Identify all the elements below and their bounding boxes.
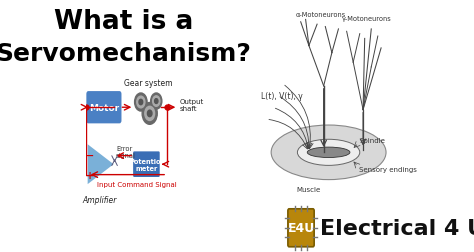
Circle shape (155, 99, 158, 104)
Text: Spindle: Spindle (360, 138, 386, 144)
Text: L(t), V(t), γ: L(t), V(t), γ (261, 91, 303, 101)
FancyBboxPatch shape (86, 92, 121, 124)
Circle shape (147, 111, 152, 117)
Circle shape (135, 93, 147, 112)
Text: Amplifier: Amplifier (82, 195, 117, 204)
Circle shape (153, 97, 160, 107)
Text: Sensory endings: Sensory endings (359, 166, 417, 172)
Text: Output
shaft: Output shaft (179, 99, 203, 112)
Text: γ-Motoneurons: γ-Motoneurons (341, 16, 391, 22)
Ellipse shape (307, 147, 350, 158)
Circle shape (139, 100, 143, 105)
Circle shape (137, 97, 145, 108)
Text: Potentio-
meter: Potentio- meter (129, 158, 164, 171)
Text: Muscle: Muscle (297, 187, 321, 193)
Circle shape (142, 103, 157, 125)
Text: Electrical 4 U: Electrical 4 U (320, 218, 474, 238)
Text: Servomechanism?: Servomechanism? (0, 42, 251, 66)
FancyBboxPatch shape (133, 152, 160, 177)
FancyBboxPatch shape (288, 209, 314, 247)
Text: Error
signal: Error signal (116, 146, 136, 159)
Polygon shape (88, 145, 114, 184)
Text: Gear system: Gear system (125, 79, 173, 88)
Ellipse shape (271, 125, 386, 180)
Circle shape (145, 107, 155, 121)
Text: α-Motoneurons: α-Motoneurons (295, 12, 346, 18)
Ellipse shape (297, 140, 360, 166)
Text: What is a: What is a (54, 9, 193, 35)
Text: −: − (86, 150, 94, 160)
Circle shape (151, 93, 162, 110)
Text: E4U: E4U (287, 222, 315, 234)
Text: Motor: Motor (89, 103, 119, 112)
Text: +: + (86, 170, 94, 180)
Text: Input Command Signal: Input Command Signal (97, 181, 177, 187)
